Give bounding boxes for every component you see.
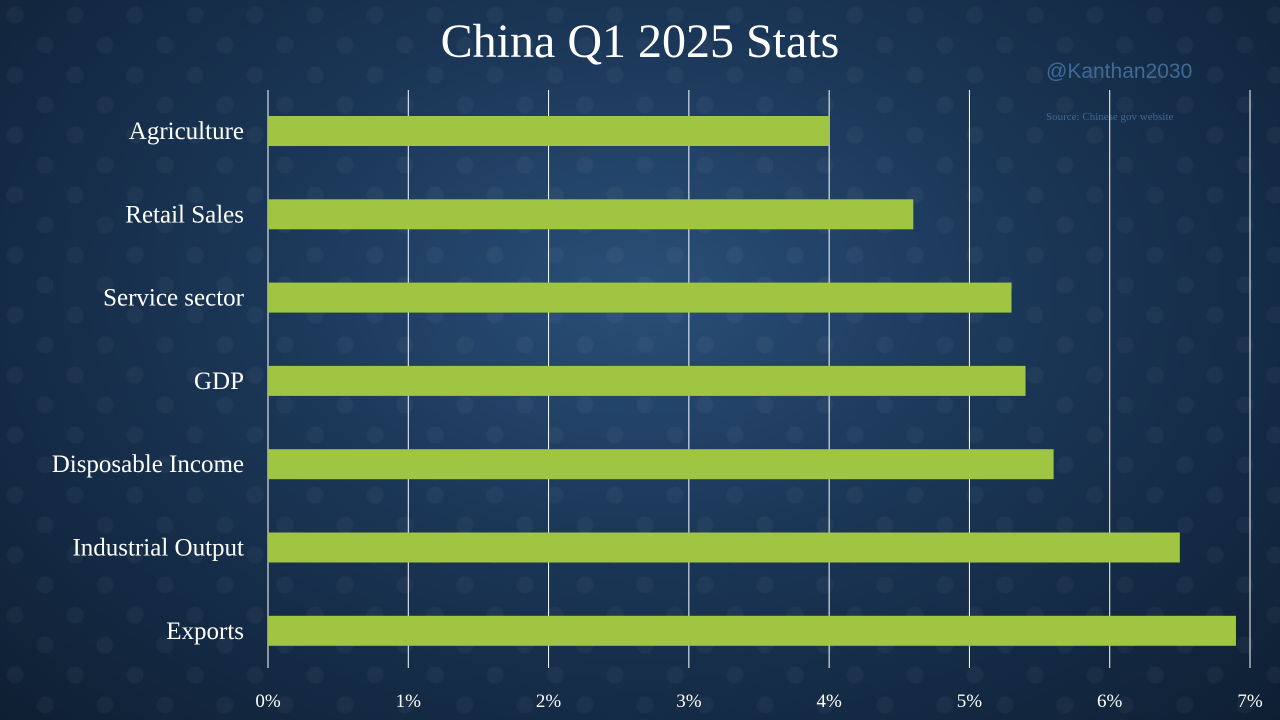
x-tick-label: 4% — [816, 691, 842, 712]
x-tick-labels: 0% 1% 2% 3% 4% 5% 6% 7% — [255, 691, 1263, 712]
x-tick-label: 0% — [255, 691, 281, 712]
x-tick-label: 3% — [676, 691, 702, 712]
x-tick-label: 5% — [957, 691, 983, 712]
category-label: Industrial Output — [72, 535, 244, 562]
bar — [268, 282, 1012, 313]
category-label: GDP — [194, 368, 244, 395]
bar — [268, 199, 914, 230]
category-labels: Agriculture Retail Sales Service sector GDP… — [52, 118, 245, 645]
bar — [268, 365, 1026, 396]
bars — [268, 116, 1236, 646]
category-label: Service sector — [103, 285, 245, 312]
x-tick-label: 2% — [536, 691, 562, 712]
bar — [268, 615, 1236, 646]
category-label: Disposable Income — [52, 451, 244, 478]
category-label: Agriculture — [129, 118, 244, 145]
category-label: Retail Sales — [125, 201, 244, 228]
x-tick-label: 6% — [1097, 691, 1123, 712]
category-label: Exports — [166, 618, 244, 645]
bar — [268, 449, 1054, 480]
author-handle: @Kanthan2030 — [1046, 60, 1193, 83]
bar — [268, 532, 1180, 563]
x-tick-label: 1% — [396, 691, 422, 712]
bar — [268, 116, 830, 146]
x-tick-label: 7% — [1237, 691, 1263, 712]
chart-title: China Q1 2025 Stats — [440, 15, 840, 68]
